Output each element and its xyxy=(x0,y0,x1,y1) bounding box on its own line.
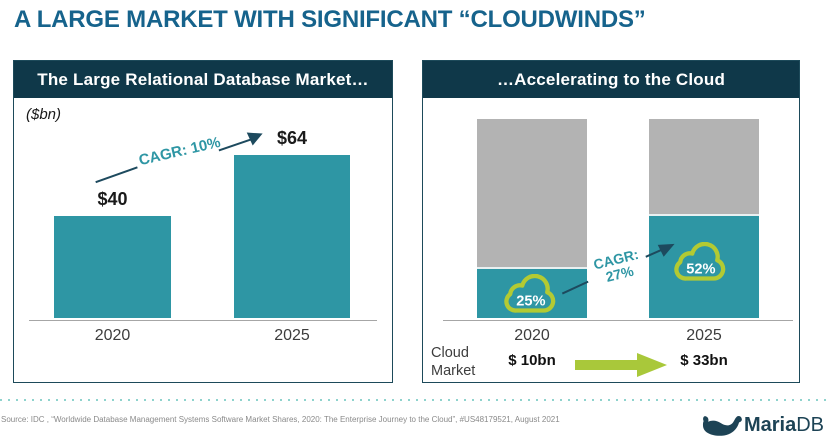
cagr-label-left: CAGR: 10% xyxy=(137,133,223,170)
x-tick-2020: 2020 xyxy=(94,327,131,344)
cloud-icon-2025: 52% xyxy=(674,242,726,281)
cagr-label-right: CAGR: 27% xyxy=(586,245,650,289)
non-cloud-segment-2020 xyxy=(477,119,587,267)
source-citation: Source: IDC , “Worldwide Database Manage… xyxy=(1,415,560,424)
x-axis-left-chart xyxy=(29,320,377,321)
left-panel-header: The Large Relational Database Market… xyxy=(14,61,392,98)
cloud-icon-2020: 25% xyxy=(504,274,556,313)
right-panel-header: …Accelerating to the Cloud xyxy=(423,61,799,98)
cloud-market-value-2025: $ 33bn xyxy=(680,352,728,369)
stacked-bar-2020 xyxy=(477,119,587,318)
mariadb-logo: MariaDB xyxy=(701,409,824,441)
non-cloud-segment-2025 xyxy=(649,119,759,214)
x-tick-2025: 2025 xyxy=(274,327,310,344)
unit-label: ($bn) xyxy=(26,106,62,123)
left-chart-panel: The Large Relational Database Market… ($… xyxy=(13,60,393,383)
segment-divider xyxy=(477,267,587,269)
cloud-share-label-2025: 52% xyxy=(686,261,715,277)
cloud-market-row-label: Cloud Market xyxy=(431,345,476,380)
segment-divider xyxy=(649,214,759,216)
bar-value-label-2025: $64 xyxy=(276,128,308,148)
right-chart-panel: …Accelerating to the Cloud 25% 52% CAGR:… xyxy=(422,60,800,383)
logo-text-db: DB xyxy=(796,414,824,436)
bar-2020 xyxy=(54,216,171,318)
x-axis-right-chart xyxy=(443,320,793,321)
logo-text-maria: Maria xyxy=(743,414,797,436)
stacked-bar-2025 xyxy=(649,119,759,318)
bar-2025 xyxy=(234,155,350,318)
x-tick-2025: 2025 xyxy=(686,327,722,344)
x-tick-2020: 2020 xyxy=(514,327,550,344)
mariadb-seal-icon xyxy=(702,415,742,436)
cloud-share-label-2020: 25% xyxy=(516,293,545,309)
cloud-market-value-2020: $ 10bn xyxy=(508,352,556,369)
bar-value-label-2020: $40 xyxy=(97,189,128,209)
growth-arrow-icon xyxy=(575,353,667,377)
slide-title: A LARGE MARKET WITH SIGNIFICANT “CLOUDWI… xyxy=(14,6,646,33)
mariadb-wordmark: MariaDB xyxy=(744,415,824,435)
dotted-separator xyxy=(0,399,832,401)
